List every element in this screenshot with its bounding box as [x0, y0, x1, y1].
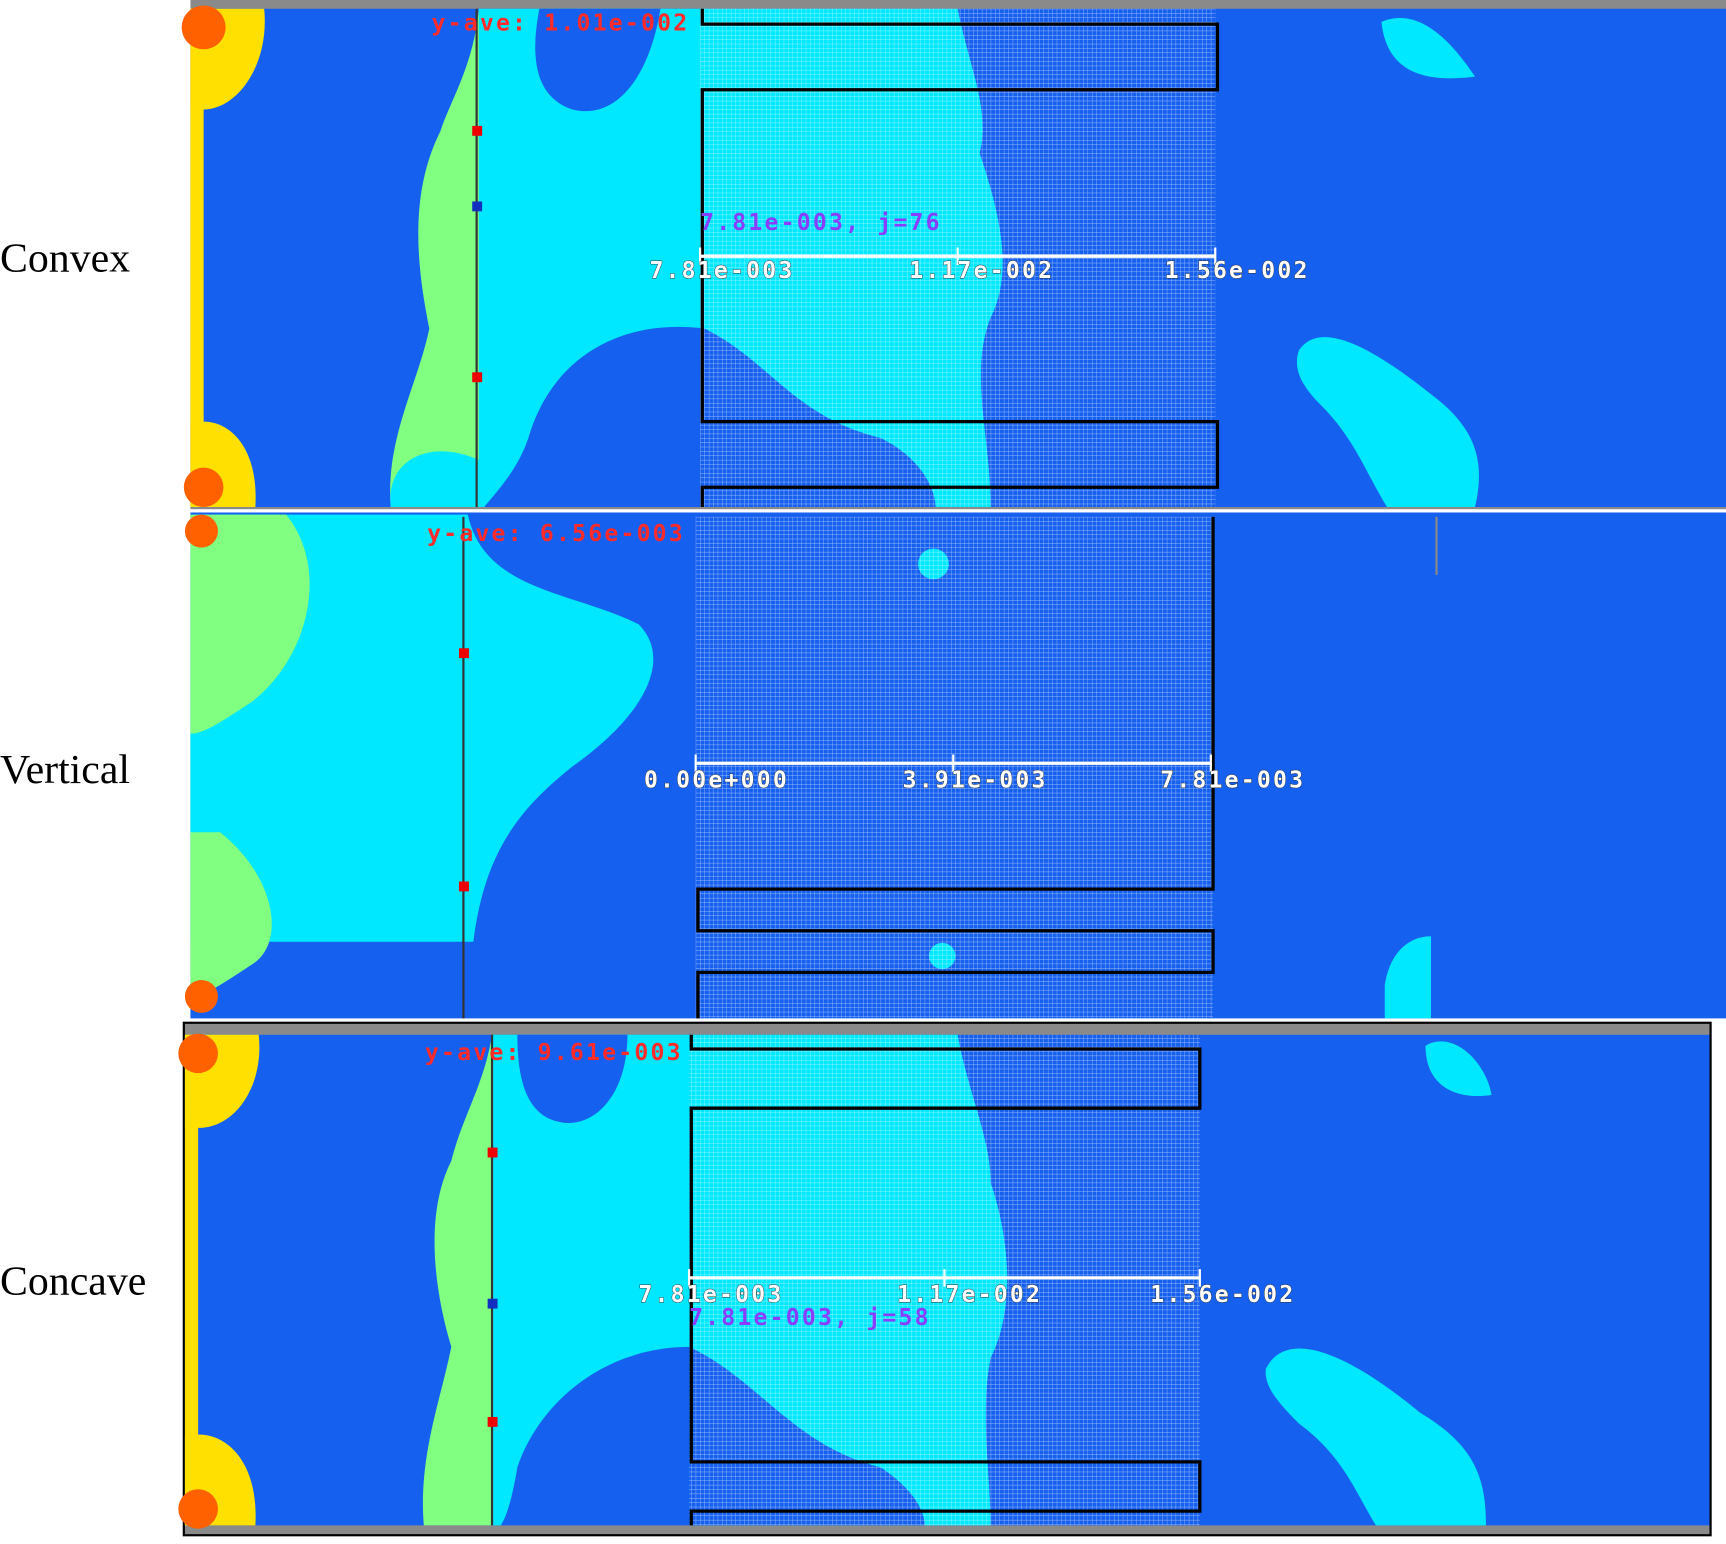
scale-label: 7.81e-003	[649, 258, 794, 284]
panel-concave: y-ave: 9.61e-003 7.81e-003 1.17e-002 1.5…	[0, 1021, 1712, 1537]
region	[492, 1034, 690, 1526]
scale-label: 1.17e-002	[909, 258, 1054, 284]
region	[190, 514, 654, 942]
wall	[184, 1034, 199, 1526]
region	[1296, 337, 1479, 508]
region	[478, 8, 705, 508]
marker	[472, 372, 483, 383]
scale-label: 1.17e-002	[897, 1282, 1042, 1308]
hotspot	[181, 5, 226, 50]
y-average: y-ave: 1.01e-002	[432, 11, 690, 37]
region	[190, 832, 272, 997]
marker	[487, 1147, 498, 1158]
hotspot	[183, 467, 224, 508]
marker	[472, 201, 483, 212]
probe-value: 7.81e-003, j=58	[689, 1305, 931, 1331]
region	[535, 8, 661, 112]
region	[1265, 1348, 1487, 1526]
scale-label: 1.56e-002	[1165, 258, 1310, 284]
marker	[459, 648, 469, 659]
hotspot	[178, 1489, 218, 1529]
wall	[190, 8, 204, 508]
region	[1425, 1041, 1492, 1097]
region	[1381, 17, 1476, 79]
marker	[472, 125, 483, 136]
scale-label: 1.56e-002	[1150, 1282, 1295, 1308]
region	[517, 1034, 628, 1124]
y-average: y-ave: 6.56e-003	[427, 521, 685, 547]
panel-vertical: y-ave: 6.56e-003 0.00e+000 3.91e-003 7.8…	[0, 512, 1726, 1019]
marker	[487, 1298, 498, 1309]
hotspot	[178, 1033, 218, 1074]
scale-label: 0.00e+000	[644, 767, 789, 793]
region	[184, 1034, 493, 1526]
probe-value: 7.81e-003, j=76	[700, 210, 942, 236]
scale-label: 3.91e-003	[903, 767, 1048, 793]
panel-convex: y-ave: 1.01e-002 7.81e-003, j=76 7.81e-0…	[0, 0, 1726, 510]
mesh-outline	[696, 516, 1215, 1019]
panel-label: Convex	[0, 236, 130, 282]
region	[390, 451, 479, 508]
region	[190, 514, 310, 734]
hotspot	[184, 980, 218, 1013]
marker	[459, 881, 469, 892]
scale-label: 7.81e-003	[638, 1282, 783, 1308]
panel-label: Concave	[0, 1258, 146, 1304]
scale-label: 7.81e-003	[1160, 767, 1305, 793]
marker	[487, 1416, 498, 1427]
region	[1384, 936, 1431, 1019]
hotspot	[184, 514, 218, 548]
y-average: y-ave: 9.61e-003	[425, 1040, 683, 1066]
mesh-outline	[689, 1034, 1202, 1526]
panel-label: Vertical	[0, 747, 130, 793]
